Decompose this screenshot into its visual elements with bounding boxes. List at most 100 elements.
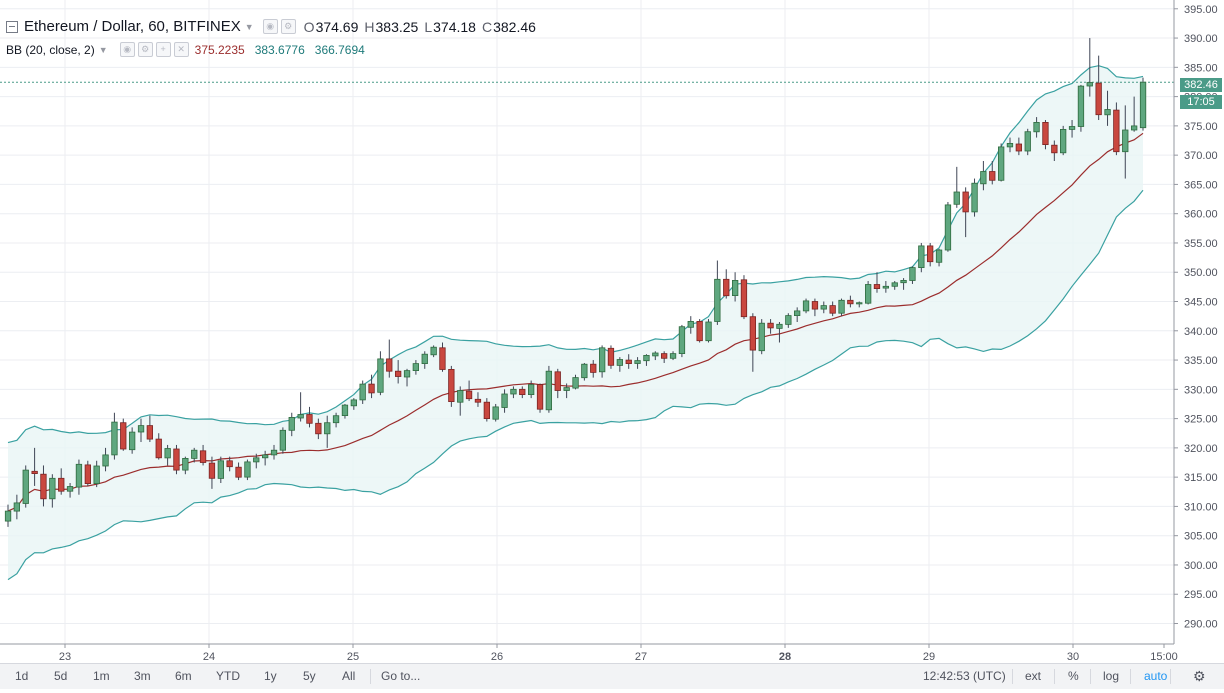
candle xyxy=(1006,137,1014,153)
candle xyxy=(998,143,1005,182)
eye-icon[interactable]: ◉ xyxy=(119,42,135,57)
candle xyxy=(288,412,295,437)
percent-toggle[interactable]: % xyxy=(1068,669,1079,683)
candle xyxy=(474,392,482,407)
settings-icon[interactable]: ⚙ xyxy=(137,42,153,57)
candle xyxy=(714,260,721,325)
toolbar-divider xyxy=(1090,669,1091,684)
toolbar-divider xyxy=(1054,669,1055,684)
candle xyxy=(217,456,225,483)
y-tick-label: 325.00 xyxy=(1184,414,1218,426)
gear-icon[interactable]: ⚙ xyxy=(1193,668,1206,684)
y-tick-label: 300.00 xyxy=(1184,560,1218,572)
period-1y-button[interactable]: 1y xyxy=(264,669,277,683)
candle xyxy=(208,456,216,489)
candle xyxy=(1051,140,1058,161)
symbol-title[interactable]: Ethereum / Dollar, 60, BITFINEX xyxy=(24,18,241,35)
candle xyxy=(572,374,579,390)
candle xyxy=(980,161,987,191)
candle xyxy=(811,298,819,317)
candle xyxy=(616,357,623,372)
candle xyxy=(909,266,916,284)
goto-button[interactable]: Go to... xyxy=(381,669,421,683)
candle xyxy=(430,345,437,358)
utc-clock[interactable]: 12:42:53 (UTC) xyxy=(923,669,1006,683)
candle xyxy=(802,298,810,314)
x-tick-label: 15:00 xyxy=(1150,651,1178,663)
x-tick-label: 26 xyxy=(491,651,503,663)
candle xyxy=(1095,55,1102,121)
indicator-legend: BB (20, close, 2) ▼ ◉ ⚙ + ✕ 375.2235 383… xyxy=(6,42,365,57)
candle xyxy=(882,281,889,293)
candle xyxy=(341,403,349,419)
candle xyxy=(421,351,428,369)
ext-toggle[interactable]: ext xyxy=(1025,669,1042,683)
candle xyxy=(652,351,659,361)
candle xyxy=(412,360,420,375)
period-1m-button[interactable]: 1m xyxy=(93,669,110,683)
close-icon[interactable]: ✕ xyxy=(173,42,189,57)
candle xyxy=(847,295,854,308)
high-label: H xyxy=(364,18,375,35)
candle-series xyxy=(4,38,1147,527)
plus-icon[interactable]: + xyxy=(155,42,171,57)
period-5y-button[interactable]: 5y xyxy=(303,669,316,683)
candle xyxy=(758,319,765,355)
candle xyxy=(838,298,845,317)
period-3m-button[interactable]: 3m xyxy=(134,669,151,683)
log-toggle[interactable]: log xyxy=(1103,669,1120,683)
candle xyxy=(1060,125,1067,156)
candle xyxy=(634,357,641,369)
candle xyxy=(279,427,287,454)
y-tick-label: 375.00 xyxy=(1184,121,1218,133)
chevron-down-icon[interactable]: ▼ xyxy=(98,44,108,55)
period-6m-button[interactable]: 6m xyxy=(175,669,192,683)
y-tick-label: 395.00 xyxy=(1184,4,1218,16)
x-tick-label: 23 xyxy=(59,651,71,663)
candle xyxy=(1131,96,1138,132)
candle xyxy=(918,242,925,273)
auto-toggle[interactable]: auto xyxy=(1144,669,1168,683)
y-tick-label: 360.00 xyxy=(1184,209,1218,221)
candle xyxy=(403,368,411,387)
period-ytd-button[interactable]: YTD xyxy=(216,669,240,683)
candle xyxy=(244,459,251,481)
candle xyxy=(590,360,597,378)
candle xyxy=(1113,102,1120,156)
candle xyxy=(84,460,91,486)
candle xyxy=(545,365,552,413)
toolbar-divider xyxy=(370,669,371,684)
candle xyxy=(820,301,827,314)
candle xyxy=(607,345,615,369)
candle xyxy=(536,383,544,413)
candle xyxy=(102,447,109,472)
candle xyxy=(111,412,118,460)
candle xyxy=(465,380,473,402)
period-all-button[interactable]: All xyxy=(342,669,356,683)
eye-icon[interactable]: ◉ xyxy=(262,19,278,34)
candle xyxy=(935,248,943,267)
candle xyxy=(4,504,12,527)
chevron-down-icon[interactable]: ▼ xyxy=(244,21,254,32)
period-5d-button[interactable]: 5d xyxy=(54,669,68,683)
y-tick-label: 370.00 xyxy=(1184,150,1218,162)
candle xyxy=(563,383,570,399)
candle xyxy=(1104,90,1111,126)
period-1d-button[interactable]: 1d xyxy=(15,669,29,683)
candle xyxy=(581,362,588,381)
legend-collapse-button[interactable] xyxy=(6,20,18,33)
close-value: 382.46 xyxy=(493,18,536,35)
candle xyxy=(599,345,606,378)
x-tick-label: 25 xyxy=(347,651,359,663)
y-tick-label: 355.00 xyxy=(1184,238,1218,250)
candle xyxy=(235,462,242,481)
indicator-name[interactable]: BB (20, close, 2) xyxy=(6,42,95,57)
candle xyxy=(66,483,74,498)
settings-icon[interactable]: ⚙ xyxy=(280,19,296,34)
candle xyxy=(394,360,402,384)
symbol-legend: Ethereum / Dollar, 60, BITFINEX ▼ ◉ ⚙ O … xyxy=(6,18,536,35)
candle xyxy=(1122,105,1129,179)
candle xyxy=(953,166,960,208)
